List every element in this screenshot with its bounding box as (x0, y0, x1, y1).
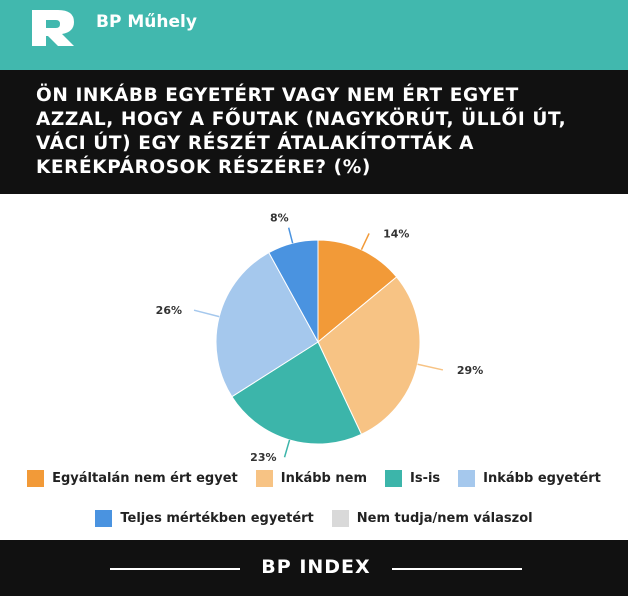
data-label-4: 8% (270, 212, 289, 225)
brand-name: BP Műhely (96, 12, 197, 32)
chart-title: ÖN INKÁBB EGYETÉRT VAGY NEM ÉRT EGYET AZ… (36, 85, 567, 178)
legend-swatch-0 (27, 470, 45, 487)
legend-label-3: Inkább egyetért (483, 471, 601, 486)
legend-row-1: Egyáltalán nem ért egyet Inkább nem Is-is I… (0, 470, 628, 487)
legend-item-5: Nem tudja/nem válaszol (331, 510, 533, 527)
footer-rule-right (392, 568, 522, 570)
legend-item-4: Teljes mértékben egyetért (95, 510, 314, 527)
brand-header: BP Műhely (0, 0, 628, 70)
legend-row-2: Teljes mértékben egyetért Nem tudja/nem v… (0, 510, 628, 527)
legend-item-1: Inkább nem (255, 470, 367, 487)
pie-slice-0 (317, 239, 398, 344)
pie-chart: 14% 29% 23% 26% 8% (156, 212, 484, 465)
data-label-0: 14% (383, 227, 409, 240)
pie-slice-4 (268, 239, 319, 343)
legend-label-4: Teljes mértékben egyetért (120, 511, 314, 526)
legend-item-0: Egyáltalán nem ért egyet (27, 470, 238, 487)
data-label-1: 29% (457, 364, 483, 377)
leader-line-4 (287, 227, 294, 244)
bp-logo-icon (32, 10, 74, 46)
data-label-3: 26% (156, 304, 182, 317)
legend-swatch-2 (385, 470, 402, 487)
legend-swatch-4 (95, 510, 113, 527)
leader-line-2 (283, 439, 291, 458)
legend-swatch-1 (255, 470, 273, 487)
leader-line-1 (417, 363, 444, 371)
pie-slice-1 (317, 276, 421, 435)
leader-line-3 (193, 309, 220, 318)
legend-label-0: Egyáltalán nem ért egyet (52, 471, 238, 486)
leader-line-0 (360, 233, 370, 251)
footer-band: BP INDEX (0, 540, 628, 596)
legend-label-2: Is-is (410, 471, 441, 486)
legend-swatch-5 (331, 510, 349, 527)
legend-item-3: Inkább egyetért (458, 470, 601, 487)
footer-title: BP INDEX (261, 556, 371, 578)
pie-slice-2 (231, 341, 363, 445)
footer-rule-left (110, 568, 240, 570)
pie-slice-3 (215, 251, 319, 398)
title-band: ÖN INKÁBB EGYETÉRT VAGY NEM ÉRT EGYET AZ… (0, 70, 628, 194)
data-label-2: 23% (250, 451, 276, 464)
legend-item-2: Is-is (385, 470, 440, 487)
legend-swatch-3 (458, 470, 476, 487)
legend-label-5: Nem tudja/nem válaszol (356, 511, 533, 526)
legend-label-1: Inkább nem (280, 471, 367, 486)
